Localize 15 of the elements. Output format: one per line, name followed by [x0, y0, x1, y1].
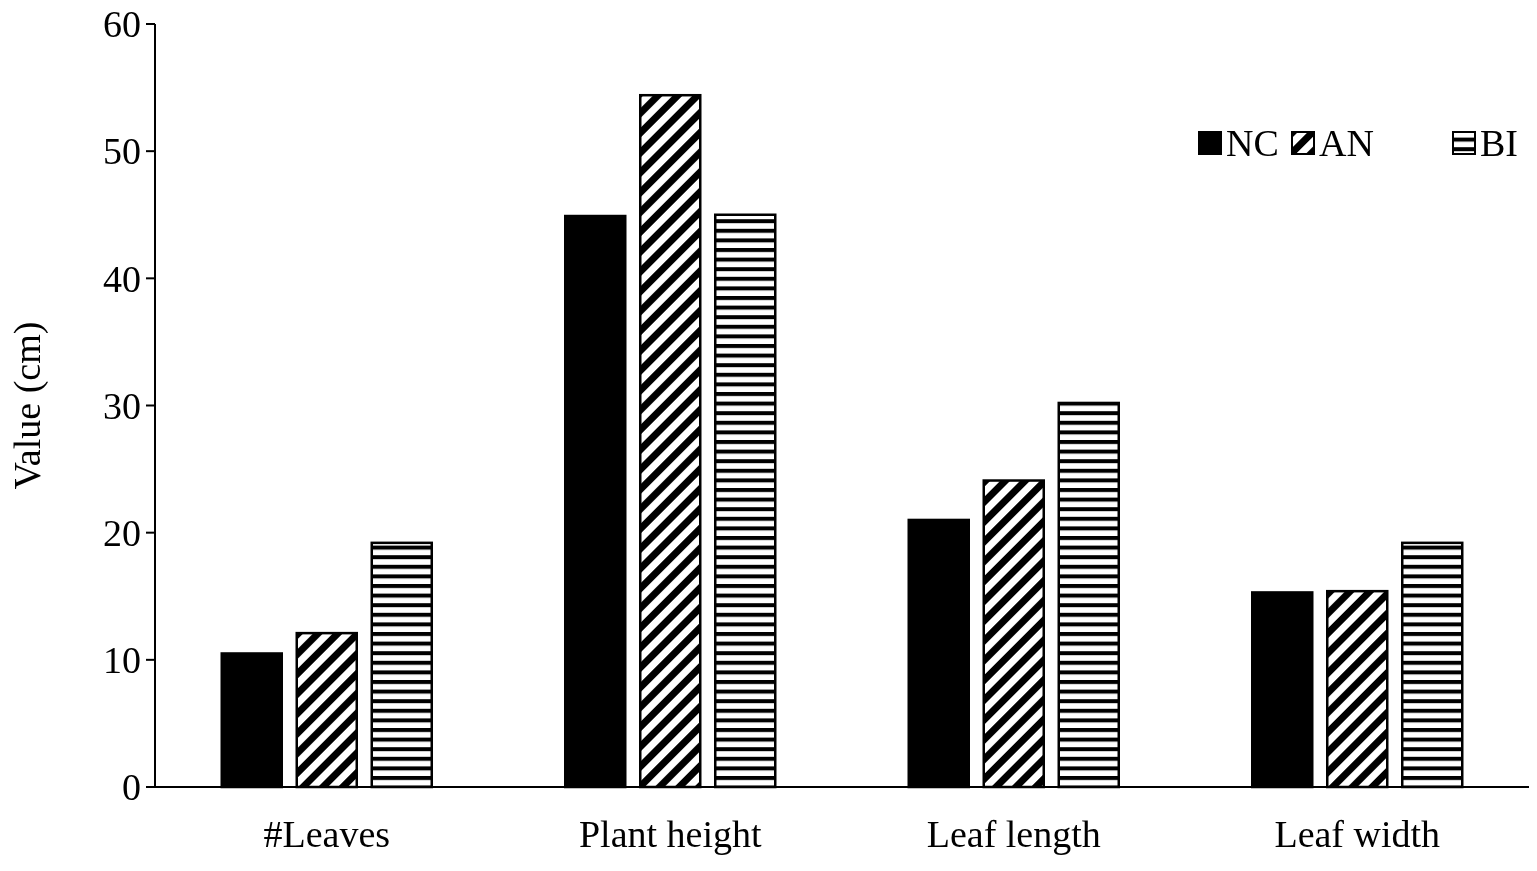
y-tick-label: 40	[103, 257, 141, 300]
y-tick-label: 30	[103, 384, 141, 427]
y-tick-label: 0	[122, 766, 141, 809]
y-tick-label: 20	[103, 511, 141, 554]
x-tick-label: Leaf width	[1274, 813, 1441, 855]
y-axis-title: Value (cm)	[6, 321, 49, 490]
y-tick-label: 50	[103, 130, 141, 173]
x-tick-label: Plant height	[578, 813, 762, 855]
legend-label: BI	[1480, 122, 1518, 165]
x-tick-label: Leaf length	[926, 813, 1101, 855]
legend-label: NC	[1226, 122, 1279, 165]
y-tick-label: 60	[103, 3, 141, 46]
y-tick-label: 10	[103, 639, 141, 682]
x-tick-label: #Leaves	[263, 813, 391, 855]
legend-label: AN	[1319, 122, 1374, 165]
